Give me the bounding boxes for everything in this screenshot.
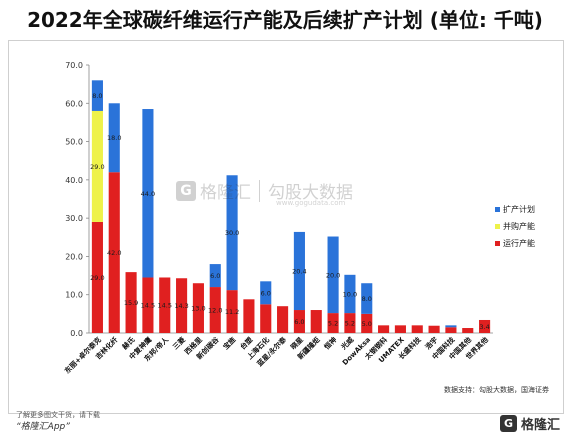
bar-operating bbox=[293, 310, 305, 333]
bar-operating bbox=[226, 290, 238, 333]
watermark-text: 勾股大数据 bbox=[268, 183, 353, 203]
x-tick-label: 恒神 bbox=[322, 335, 339, 352]
bar-expansion bbox=[361, 283, 373, 314]
y-tick-label: 50.0 bbox=[65, 138, 83, 147]
data-label-operating: 42.0 bbox=[107, 249, 121, 257]
bar-operating bbox=[108, 172, 120, 333]
bar-operating bbox=[91, 221, 103, 333]
data-label-operating: 14.5 bbox=[158, 302, 172, 310]
watermark-brand: 格隆汇 bbox=[200, 183, 251, 203]
bar-operating bbox=[361, 313, 373, 333]
bar-expansion bbox=[209, 264, 221, 288]
bar-operating bbox=[125, 272, 137, 333]
data-label-acquisition: 29.0 bbox=[90, 163, 104, 171]
legend-label-acquisition: 并购产能 bbox=[503, 222, 535, 231]
bar-expansion bbox=[91, 80, 103, 111]
data-label-operating: 15.9 bbox=[124, 299, 138, 307]
bar-expansion bbox=[293, 231, 305, 311]
legend-swatch-acquisition bbox=[495, 224, 500, 229]
data-label-expansion: 10.0 bbox=[343, 290, 357, 298]
legend-item-expansion: 扩产计划 bbox=[495, 201, 535, 218]
y-tick-label: 60.0 bbox=[65, 99, 83, 108]
watermark: G 格隆汇 勾股大数据 bbox=[176, 178, 353, 203]
data-label-operating: 6.0 bbox=[294, 318, 304, 326]
bar-expansion bbox=[327, 236, 339, 314]
bar-operating bbox=[378, 325, 390, 333]
footer: 了解更多图文干货，请下载 “格隆汇App” bbox=[16, 409, 100, 433]
data-label-operating: 14.3 bbox=[174, 302, 188, 310]
legend-swatch-expansion bbox=[495, 207, 500, 212]
data-label-operating: 5.2 bbox=[328, 320, 338, 328]
data-label-expansion: 18.0 bbox=[107, 134, 121, 142]
y-tick-label: 30.0 bbox=[65, 214, 83, 223]
bar-operating bbox=[260, 304, 272, 333]
data-label-operating: 11.2 bbox=[225, 308, 239, 316]
data-label-expansion: 20.4 bbox=[292, 267, 306, 275]
data-label-expansion: 6.0 bbox=[261, 289, 271, 297]
legend-label-operating: 运行产能 bbox=[503, 239, 535, 248]
bar-operating bbox=[327, 313, 339, 333]
data-source: 数据支持：勾股大数据，国海证券 bbox=[444, 386, 549, 394]
watermark-logo-icon: G bbox=[176, 180, 196, 201]
bar-operating bbox=[479, 319, 491, 333]
bar-expansion bbox=[142, 109, 154, 278]
brand-logo-icon: G bbox=[499, 415, 517, 432]
bar-expansion bbox=[226, 175, 238, 291]
brand[interactable]: G 格隆汇 bbox=[499, 414, 560, 433]
page-title: 2022年全球碳纤维运行产能及后续扩产计划 (单位: 千吨) bbox=[27, 8, 543, 32]
bar-operating bbox=[209, 287, 221, 333]
data-label-expansion: 6.0 bbox=[210, 272, 220, 280]
bar-operating bbox=[176, 278, 188, 333]
bar-operating bbox=[277, 306, 289, 333]
bar-operating bbox=[445, 327, 457, 333]
data-label-expansion: 30.0 bbox=[225, 229, 239, 237]
y-tick-label: 0.0 bbox=[70, 329, 83, 338]
data-label-operating: 5.0 bbox=[362, 320, 372, 328]
watermark-divider bbox=[259, 179, 260, 202]
y-tick-label: 10.0 bbox=[65, 291, 83, 300]
data-label-operating: 29.0 bbox=[90, 274, 104, 282]
data-label-expansion: 44.0 bbox=[141, 190, 155, 198]
data-label-operating: 13.0 bbox=[191, 305, 205, 313]
data-label-operating: 3.4 bbox=[479, 323, 489, 331]
footer-app[interactable]: “格隆汇App” bbox=[16, 422, 70, 432]
bar-operating bbox=[243, 299, 255, 333]
bar-operating bbox=[159, 277, 171, 333]
bar-expansion bbox=[108, 103, 120, 173]
legend-swatch-operating bbox=[495, 241, 500, 246]
bar-operating bbox=[462, 328, 474, 333]
legend-label-expansion: 扩产计划 bbox=[503, 205, 535, 214]
chart-svg: 0.0 10.0 20.0 30.0 40.0 50.0 60.0 70.0 29.0 29.0 8… bbox=[63, 61, 493, 375]
brand-name: 格隆汇 bbox=[520, 418, 560, 433]
data-label-operating: 12.0 bbox=[208, 307, 222, 315]
bar-operating bbox=[310, 310, 322, 333]
y-tick-label: 40.0 bbox=[65, 176, 83, 185]
bar-expansion bbox=[445, 325, 457, 328]
chart-panel: 0.0 10.0 20.0 30.0 40.0 50.0 60.0 70.0 29.0 29.0 8… bbox=[8, 40, 564, 414]
data-label-expansion: 20.0 bbox=[326, 271, 340, 279]
bar-expansion bbox=[260, 281, 272, 305]
bar-operating bbox=[411, 325, 423, 333]
bar-operating bbox=[192, 283, 204, 333]
legend-item-operating: 运行产能 bbox=[495, 235, 535, 252]
bar-operating bbox=[394, 325, 406, 333]
bar-expansion bbox=[344, 274, 356, 314]
data-label-expansion: 8.0 bbox=[362, 295, 372, 303]
x-tick-label: 宝旌 bbox=[221, 335, 237, 351]
data-label-operating: 14.5 bbox=[141, 302, 155, 310]
y-tick-label: 70.0 bbox=[65, 61, 83, 70]
bar-operating bbox=[142, 277, 154, 333]
bar-operating bbox=[344, 313, 356, 333]
bar-acquisition bbox=[91, 110, 103, 222]
legend: 扩产计划 并购产能 运行产能 bbox=[495, 201, 535, 252]
footer-hint: 了解更多图文干货，请下载 bbox=[16, 411, 100, 419]
bar-operating bbox=[428, 325, 440, 333]
y-tick-label: 20.0 bbox=[65, 252, 83, 261]
data-label-expansion: 8.0 bbox=[92, 92, 102, 100]
legend-item-acquisition: 并购产能 bbox=[495, 218, 535, 235]
data-label-operating: 5.2 bbox=[345, 320, 355, 328]
watermark-url: www.gogudata.com bbox=[276, 199, 346, 207]
